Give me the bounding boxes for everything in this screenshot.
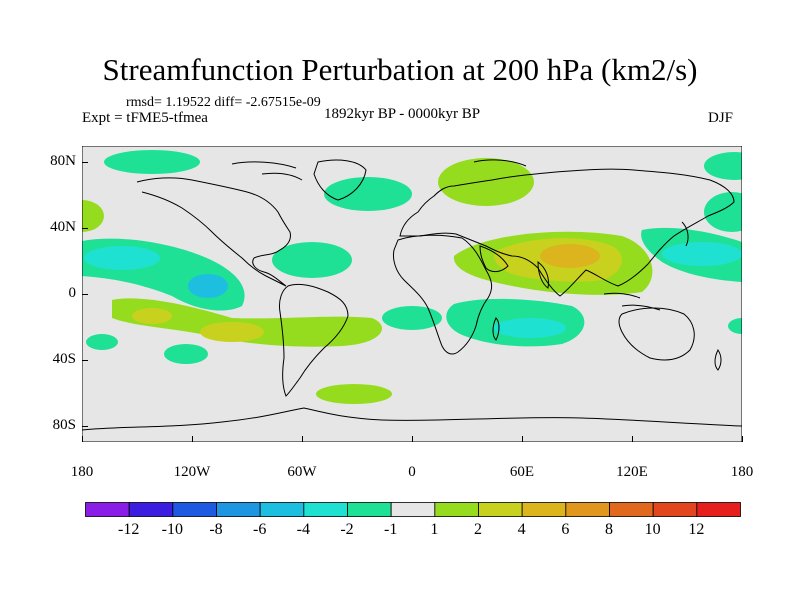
- coast-eurasia: [399, 168, 735, 297]
- colorbar-boxes: [85, 502, 741, 517]
- anomaly-positive-europe: [438, 158, 534, 206]
- colorbar-label: -12: [118, 521, 139, 538]
- colorbar-label: -2: [340, 521, 353, 538]
- coast-new-zealand: [714, 349, 722, 371]
- coast-india: [537, 260, 549, 289]
- colorbar-box: [216, 502, 261, 517]
- colorbar-box: [128, 502, 174, 517]
- y-tick-mark: [82, 294, 88, 295]
- coast-arabia: [479, 245, 509, 273]
- anomaly-negative-west-pacific-core: [662, 242, 742, 266]
- colorbar-box: [347, 502, 392, 517]
- colorbar-label: -6: [253, 521, 266, 538]
- x-tick-label: 0: [408, 464, 416, 480]
- anomaly-negative-sw-edge: [86, 334, 118, 350]
- anomaly-negative-pacific-center: [188, 274, 228, 298]
- anomaly-positive-south-pacific-core: [200, 322, 264, 342]
- anomaly-positive-northwest-pacific: [704, 192, 742, 232]
- anomaly-negative-arctic-west: [104, 150, 200, 174]
- colorbar-box: [390, 502, 436, 517]
- period-label: 1892kyr BP - 0000kyr BP: [324, 106, 481, 122]
- coast-australia: [618, 307, 695, 361]
- anomaly-negative-indian-ocean-core: [494, 318, 566, 338]
- x-tick-mark: [632, 436, 633, 442]
- colorbar-label: -10: [162, 521, 183, 538]
- colorbar-box: [303, 502, 348, 517]
- season-label: DJF: [708, 110, 734, 126]
- colorbar-label: -1: [384, 521, 397, 538]
- x-tick-label: 120E: [616, 464, 648, 480]
- anomaly-positive-west-edge: [82, 200, 104, 232]
- colorbar-box: [521, 502, 567, 517]
- map-panel: [82, 146, 742, 442]
- x-tick-mark: [412, 436, 413, 442]
- y-tick-label: 40S: [52, 350, 76, 367]
- y-tick-label: 0: [68, 285, 77, 301]
- colorbar-box: [259, 502, 305, 517]
- x-tick-label: 120W: [173, 464, 211, 480]
- colorbar-label: -4: [297, 521, 310, 538]
- x-tick-label: 180: [730, 464, 754, 480]
- x-tick-mark: [82, 436, 83, 442]
- y-tick-label: 40N: [50, 219, 76, 236]
- colorbar-box: [696, 502, 741, 517]
- y-tick-mark: [82, 359, 88, 361]
- coast-japan: [681, 221, 689, 247]
- anomaly-positive-south-atlantic-40s: [316, 384, 392, 404]
- coastlines: [82, 159, 742, 431]
- colorbar-box: [652, 502, 698, 517]
- x-tick-mark: [742, 436, 743, 442]
- coast-madagascar: [492, 317, 500, 341]
- y-tick-mark: [82, 228, 88, 230]
- anomaly-positive-arctic-east: [704, 152, 742, 180]
- coast-africa: [393, 234, 493, 355]
- anomaly-negative-north-pacific-core: [84, 246, 160, 270]
- x-tick-mark: [302, 436, 303, 442]
- x-tick-mark: [192, 436, 193, 442]
- colorbar-label: 10: [645, 521, 661, 538]
- anomaly-negative-east-edge: [728, 318, 742, 334]
- anomaly-field: [82, 150, 742, 404]
- anomaly-positive-south-pacific-west: [132, 308, 172, 324]
- anomaly-negative-southeast-pacific: [164, 344, 208, 364]
- anomaly-negative-caribbean: [272, 242, 352, 278]
- colorbar-box: [609, 502, 654, 517]
- colorbar-label: 2: [474, 521, 482, 538]
- anomaly-negative-south-atlantic: [382, 306, 442, 330]
- coast-south-america: [279, 283, 349, 397]
- colorbar-box: [85, 502, 130, 517]
- colorbar-labels: -12 -10 -8 -6 -4 -2 -1 1 2 4 6 8 10 12: [118, 521, 704, 538]
- x-tick-label: 180: [70, 464, 94, 480]
- colorbar-label: 4: [518, 521, 526, 538]
- x-tick-label: 60W: [287, 464, 317, 480]
- colorbar-label: -8: [209, 521, 222, 538]
- colorbar-box: [478, 502, 523, 517]
- anomaly-positive-south-pacific: [112, 298, 382, 347]
- figure-title: Streamfunction Perturbation at 200 hPa (…: [102, 52, 698, 87]
- stats-text: rmsd= 1.19522 diff= -2.67515e-09: [126, 95, 321, 110]
- x-tick-mark: [522, 436, 523, 442]
- y-tick-label: 80S: [52, 416, 76, 433]
- x-tick-label: 60E: [509, 464, 535, 480]
- anomaly-negative-atlantic-north: [324, 177, 412, 211]
- y-tick-mark: [82, 162, 88, 164]
- experiment-label: Expt = tFME5-tfmea: [82, 110, 208, 126]
- y-tick-label: 80N: [50, 153, 76, 170]
- coast-se-asia-islands: [603, 292, 661, 311]
- colorbar-label: 6: [561, 521, 569, 538]
- colorbar-label: 12: [688, 521, 704, 538]
- coast-north-america: [136, 177, 291, 287]
- colorbar-label: 1: [430, 521, 438, 538]
- y-tick-mark: [82, 425, 88, 427]
- colorbar-box: [172, 502, 217, 517]
- anomaly-positive-asia-core: [540, 244, 600, 268]
- colorbar-label: 8: [605, 521, 613, 538]
- colorbar-box: [434, 502, 479, 517]
- coast-antarctica: [82, 407, 742, 431]
- colorbar: -12 -10 -8 -6 -4 -2 -1 1 2 4 6 8 10 12: [85, 502, 741, 538]
- colorbar-box: [565, 502, 610, 517]
- coast-arctic-islands: [231, 159, 527, 181]
- coast-greenland: [313, 159, 367, 201]
